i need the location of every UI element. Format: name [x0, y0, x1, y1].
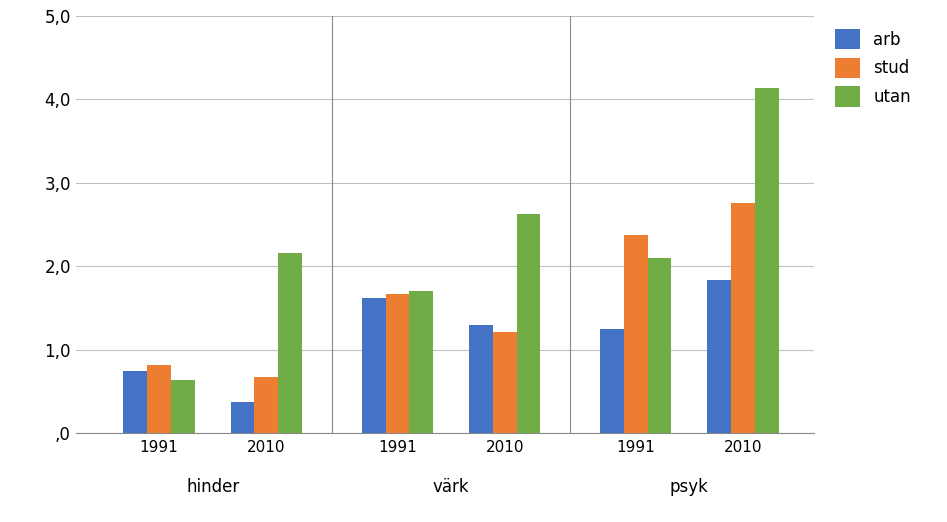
Bar — [624, 235, 648, 433]
Text: värk: värk — [433, 478, 470, 496]
Bar — [362, 298, 385, 433]
Text: psyk: psyk — [670, 478, 708, 496]
Bar — [123, 371, 147, 433]
Text: hinder: hinder — [187, 478, 240, 496]
Bar — [600, 329, 624, 433]
Bar — [707, 280, 731, 433]
Bar — [385, 294, 409, 433]
Bar — [409, 291, 433, 433]
Bar — [278, 253, 302, 433]
Legend: arb, stud, utan: arb, stud, utan — [831, 24, 916, 112]
Bar — [731, 203, 755, 433]
Bar — [755, 88, 778, 433]
Bar — [469, 325, 492, 433]
Bar — [231, 402, 255, 433]
Bar — [255, 377, 278, 433]
Bar — [516, 215, 541, 433]
Bar — [171, 380, 195, 433]
Bar — [147, 365, 171, 433]
Bar — [492, 332, 516, 433]
Bar — [648, 258, 671, 433]
